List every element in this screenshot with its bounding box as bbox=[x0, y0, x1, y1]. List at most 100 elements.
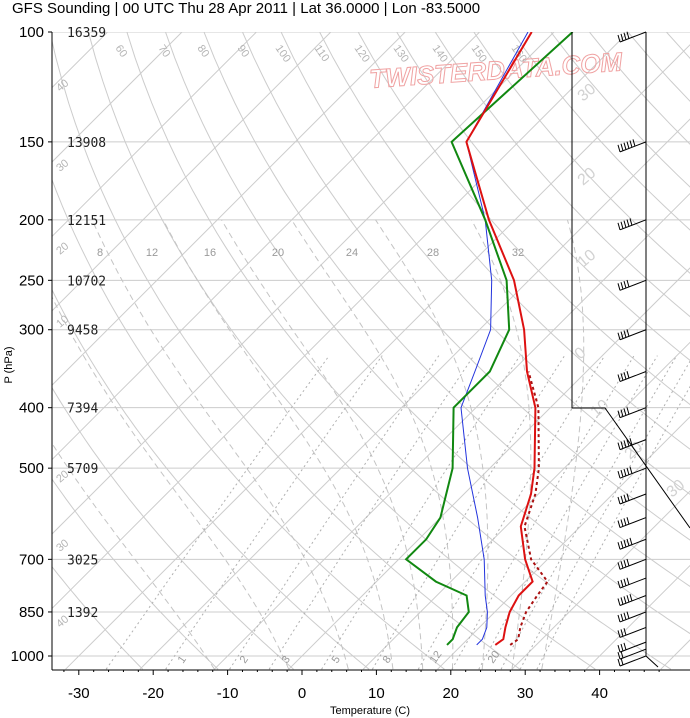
pressure-tick-label: 1000 bbox=[11, 648, 44, 665]
height-label: 9458 bbox=[67, 324, 98, 339]
dewpoint-trace bbox=[404, 32, 574, 646]
wind-barb-flag bbox=[620, 629, 624, 637]
isotherm-line bbox=[65, 44, 690, 670]
isotherm-line bbox=[437, 416, 690, 670]
dry-adiabat-line bbox=[434, 32, 690, 318]
wind-barb-flag bbox=[623, 578, 627, 586]
height-label: 16359 bbox=[67, 26, 106, 41]
wind-barb-flag bbox=[626, 538, 630, 547]
wind-barb-flag bbox=[626, 595, 630, 603]
wind-barb-shaft bbox=[619, 329, 647, 341]
wind-barb-flag bbox=[620, 409, 624, 417]
temperature-trace bbox=[465, 32, 537, 646]
wind-barb-flag bbox=[623, 628, 627, 636]
isotherm-label: 90 bbox=[235, 43, 252, 60]
wind-barb-shaft bbox=[619, 538, 647, 550]
dry-adiabat-line bbox=[126, 32, 672, 670]
temperature-tick-label: 10 bbox=[368, 685, 385, 702]
wind-barb-flag bbox=[617, 34, 621, 43]
wind-barb-flag bbox=[620, 541, 624, 549]
wind-barb-flag bbox=[626, 558, 630, 567]
wind-barb-flag bbox=[617, 410, 621, 418]
temperature-tick-label: 40 bbox=[591, 685, 608, 702]
wind-barb-shaft bbox=[619, 595, 647, 606]
isotherm-label: 60 bbox=[113, 43, 130, 60]
wind-barb-flag bbox=[620, 33, 624, 42]
wind-barb-flag bbox=[620, 441, 624, 449]
temperature-tick-label: 30 bbox=[517, 685, 534, 702]
wind-barb-flag bbox=[623, 330, 627, 338]
wind-barb-flag bbox=[620, 519, 624, 527]
pressure-tick-label: 500 bbox=[19, 460, 44, 477]
isotherm-line bbox=[288, 267, 690, 670]
wind-barb-flag bbox=[629, 218, 633, 226]
chart-title: GFS Sounding | 00 UTC Thu 28 Apr 2011 | … bbox=[12, 0, 481, 17]
wind-barb-flag bbox=[626, 407, 630, 415]
temperature-tick-label: 20 bbox=[442, 685, 459, 702]
wind-barb-flag bbox=[617, 283, 621, 291]
isotherm-line bbox=[511, 490, 690, 670]
dry-adiabat-line bbox=[165, 32, 690, 635]
wind-barb-flag bbox=[620, 613, 624, 621]
dry-adiabat-line bbox=[52, 178, 445, 670]
dry-adiabat-label: 30 bbox=[664, 477, 689, 502]
mixing-ratio-upper-label: 16 bbox=[204, 247, 216, 259]
dry-adiabat-line bbox=[357, 32, 690, 406]
wind-barb-shaft bbox=[619, 439, 647, 451]
pressure-tick-label: 300 bbox=[19, 322, 44, 339]
pressure-tick-label: 150 bbox=[19, 134, 44, 151]
dry-adiabat-label: 30 bbox=[54, 157, 71, 174]
wind-barb-flag bbox=[617, 644, 621, 653]
dry-adiabat-label: 30 bbox=[575, 81, 600, 106]
mixing-ratio-line bbox=[321, 355, 521, 670]
dry-adiabat-line bbox=[52, 478, 219, 670]
dry-adiabat-line bbox=[511, 32, 690, 231]
height-label: 7394 bbox=[67, 402, 98, 417]
mixing-ratio-lower-label: 12 bbox=[428, 649, 445, 666]
isotherm-line bbox=[52, 32, 629, 610]
wind-barb-flag bbox=[617, 471, 621, 479]
wind-barb-flag bbox=[623, 539, 627, 548]
mixing-ratio-lower-label: 3 bbox=[280, 654, 293, 666]
wind-barb-shaft bbox=[619, 558, 647, 570]
wind-barb-shaft bbox=[619, 279, 647, 291]
wind-barb-flag bbox=[623, 518, 627, 526]
wind-barb-flag bbox=[620, 143, 624, 151]
moist-adiabat-line bbox=[91, 219, 349, 670]
wind-barb-flag bbox=[617, 442, 621, 450]
wind-barb-flag bbox=[629, 537, 633, 545]
wind-barb-flag bbox=[620, 561, 624, 569]
wind-barb-flag bbox=[617, 652, 621, 660]
height-label: 10702 bbox=[67, 274, 106, 289]
mixing-ratio-lower-label: 8 bbox=[381, 654, 394, 666]
wind-barb-flag bbox=[626, 31, 630, 39]
wind-barb-flag bbox=[629, 140, 633, 148]
moist-adiabat-line bbox=[291, 219, 454, 670]
wind-barb-flag bbox=[620, 650, 624, 659]
virtual-temperature-trace bbox=[509, 371, 549, 646]
wind-barb-shaft bbox=[619, 141, 647, 153]
wind-barb-flag bbox=[620, 495, 624, 504]
dry-adiabat-line bbox=[52, 565, 144, 670]
wind-barb-shaft bbox=[619, 611, 647, 623]
mixing-ratio-line bbox=[105, 355, 330, 670]
wind-barb-flag bbox=[623, 468, 627, 477]
wind-barb-flag bbox=[620, 657, 624, 666]
mixing-ratio-upper-label: 24 bbox=[346, 247, 358, 259]
pressure-tick-label: 850 bbox=[19, 604, 44, 621]
wind-barb-shaft bbox=[619, 493, 647, 505]
wind-barb-flag bbox=[617, 144, 621, 153]
wind-barb-flag bbox=[623, 280, 627, 289]
wind-barb-flag bbox=[620, 221, 624, 229]
wind-barb-flag bbox=[620, 579, 624, 588]
dry-adiabat-label: 30 bbox=[54, 537, 71, 554]
dry-adiabat-label: 0 bbox=[572, 344, 590, 363]
wind-barb-flag bbox=[626, 577, 630, 585]
dry-adiabat-line bbox=[589, 32, 690, 145]
dry-adiabat-line bbox=[52, 386, 294, 670]
wind-barb-flag bbox=[617, 614, 621, 623]
pressure-tick-label: 400 bbox=[19, 400, 44, 417]
wind-barb-flag bbox=[626, 279, 630, 288]
wind-barb-shaft bbox=[619, 467, 647, 479]
wind-barb-flag bbox=[626, 493, 630, 501]
